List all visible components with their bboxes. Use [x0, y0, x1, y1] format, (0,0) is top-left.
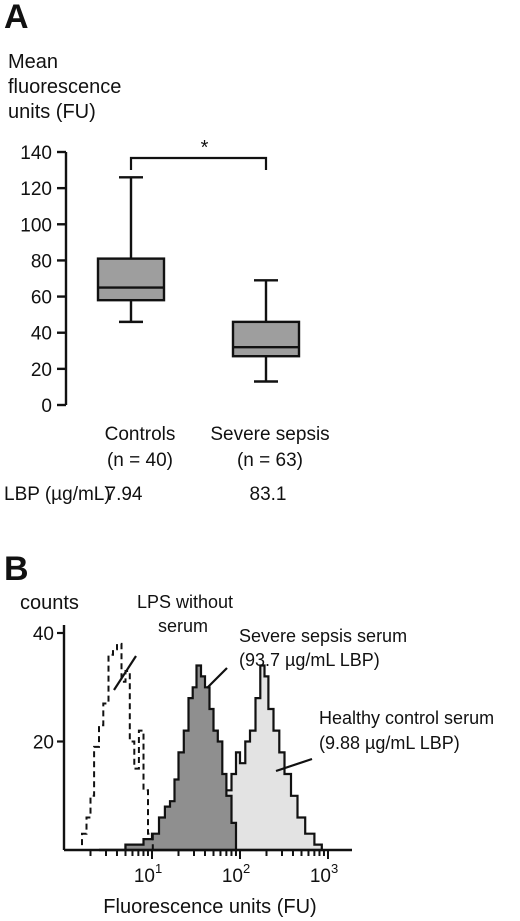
tick-exponent: 2 — [243, 861, 250, 876]
y-tick-label: 120 — [20, 179, 52, 200]
lbp-row-label: LBP (µg/mL) — [4, 484, 111, 505]
histogram-y-tick-label: 20 — [33, 733, 54, 754]
lbp-value-controls: 7.94 — [106, 484, 143, 505]
histogram-series-1 — [99, 664, 238, 852]
panel-a-letter: A — [4, 0, 29, 36]
histogram-x-tick-label: 102 — [222, 861, 250, 887]
y-axis-label-counts: counts — [20, 592, 79, 614]
panel-b-letter: B — [4, 550, 29, 588]
annotation-severe-sepsis-pointer — [206, 667, 228, 689]
annotation-healthy-control-line-2: (9.88 µg/mL LBP) — [319, 733, 460, 753]
histogram-x-tick-label: 101 — [134, 861, 162, 887]
annotation-severe-sepsis-line-1: Severe sepsis serum — [239, 626, 407, 646]
significance-bracket: * — [129, 137, 268, 170]
y-tick-label: 100 — [20, 215, 52, 236]
box-plot-axes: 0 20 40 60 80 100 120 140 — [20, 143, 68, 417]
tick-base: 10 — [222, 866, 243, 887]
tick-exponent: 1 — [155, 861, 162, 876]
tick-base: 10 — [310, 866, 331, 887]
y-tick-label: 60 — [31, 288, 52, 309]
box-iqr — [231, 320, 301, 358]
lbp-value-severe-sepsis: 83.1 — [250, 484, 287, 505]
panel-a: A Mean fluorescence units (FU) 0 20 40 60 80… — [4, 0, 330, 505]
n-label-controls: (n = 40) — [107, 450, 173, 471]
histogram-x-tick-label: 103 — [310, 861, 338, 887]
significance-marker: * — [201, 137, 209, 159]
y-tick-label: 0 — [41, 396, 52, 417]
histogram-y-tick-label: 40 — [33, 624, 54, 645]
annotation-severe-sepsis-line-2: (93.7 µg/mL LBP) — [239, 650, 380, 670]
n-label-severe-sepsis: (n = 63) — [237, 450, 303, 471]
box-plot-boxes — [96, 176, 301, 383]
y-tick-label: 140 — [20, 143, 52, 164]
annotation-lps-pointer — [113, 655, 137, 691]
significance-bracket-line — [129, 156, 268, 170]
box-iqr — [96, 257, 166, 302]
y-axis-label-line-3: units (FU) — [8, 101, 96, 123]
tick-base: 10 — [134, 866, 155, 887]
x-axis-label: Fluorescence units (FU) — [103, 896, 316, 918]
annotation-healthy-control-pointer — [275, 757, 313, 773]
histogram-series-0 — [76, 642, 154, 851]
category-label-controls: Controls — [105, 424, 176, 445]
annotation-lps-line-1: LPS without — [137, 592, 233, 612]
y-tick-label: 20 — [31, 360, 52, 381]
annotation-healthy-control-line-1: Healthy control serum — [319, 708, 494, 728]
y-tick-label: 40 — [31, 324, 52, 345]
y-tick-label: 80 — [31, 251, 52, 272]
histogram-series — [76, 642, 323, 852]
y-axis-label-line-1: Mean — [8, 51, 58, 73]
tick-exponent: 3 — [331, 861, 338, 876]
y-axis-label-line-2: fluorescence — [8, 76, 121, 98]
annotation-lps-line-2: serum — [158, 616, 208, 636]
category-label-severe-sepsis: Severe sepsis — [210, 424, 329, 445]
